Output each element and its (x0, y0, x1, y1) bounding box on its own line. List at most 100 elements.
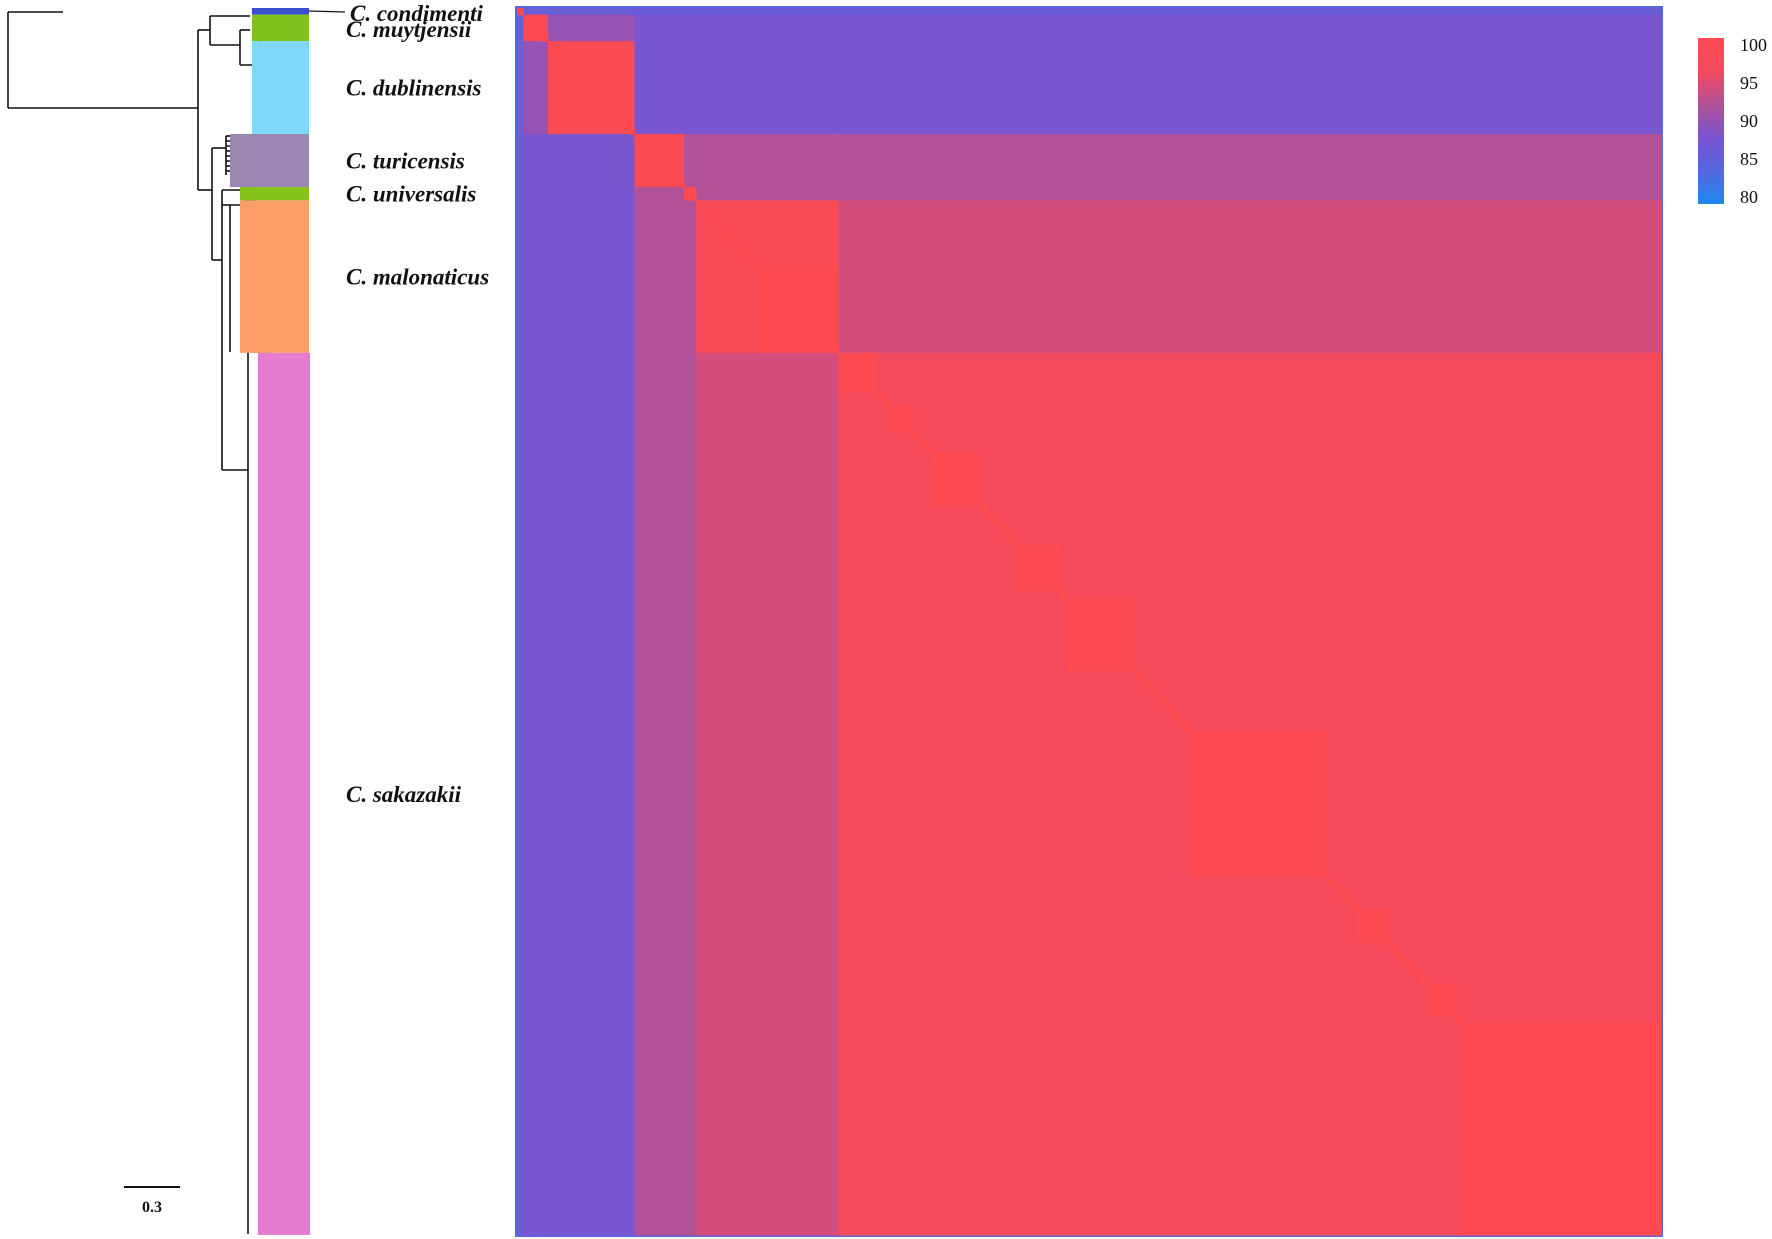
heatmap-subcluster-1 (838, 352, 876, 393)
heatmap-diagonal-cell (1178, 717, 1186, 725)
colorbar-tick-100: 100 (1740, 35, 1767, 55)
heatmap-diagonal-cell (925, 445, 932, 453)
clade-label-2: C. dublinensis (346, 76, 482, 101)
heatmap-subcluster-8 (1426, 982, 1457, 1017)
heatmap-block-6-4 (683, 352, 697, 1236)
heatmap-diagonal-cell (653, 153, 660, 162)
heatmap-diagonal-cell (665, 167, 673, 175)
heatmap-diagonal-cell (585, 80, 592, 89)
heatmap-diagonal-cell (1153, 691, 1161, 699)
heatmap-diagonal-cell (1184, 724, 1192, 732)
heatmap-diagonal-cell (1419, 976, 1427, 984)
clade-strip-4 (240, 187, 309, 201)
heatmap-diagonal-cell (597, 94, 605, 102)
heatmap-diagonal-cell (721, 226, 728, 235)
heatmap-diagonal-cell (677, 180, 685, 188)
heatmap-diagonal-cell (517, 8, 524, 16)
heatmap-block-1-4 (683, 14, 697, 42)
heatmap-block-0-5 (696, 8, 840, 16)
heatmap-diagonal-cell (918, 439, 926, 447)
heatmap-block-5-0 (517, 200, 524, 354)
clade-label-3: C. turicensis (346, 149, 465, 174)
colorbar-gradient (1698, 38, 1724, 204)
heatmap-diagonal-cell (1172, 711, 1180, 719)
heatmap-block-6-5 (696, 352, 840, 1236)
heatmap-diagonal-cell (881, 399, 889, 407)
heatmap-block-5-1 (523, 200, 549, 354)
heatmap-diagonal-cell (1413, 969, 1421, 977)
heatmap-diagonal-cell (696, 200, 704, 208)
heatmap-diagonal-cell (529, 21, 537, 29)
heatmap-diagonal-cell (1147, 684, 1155, 692)
heatmap-block-1-5 (696, 14, 840, 42)
heatmap-block-0-4 (683, 8, 697, 16)
heatmap-diagonal-cell (578, 74, 586, 82)
heatmap-diagonal-cell (999, 525, 1007, 533)
heatmap-diagonal-cell (745, 253, 753, 261)
heatmap-diagonal-cell (1333, 883, 1341, 891)
heatmap-diagonal-cell (566, 61, 574, 69)
clade-strip-5 (240, 200, 309, 353)
clade-label-0: C. condimenti (350, 1, 484, 26)
heatmap-diagonal-cell (554, 47, 561, 56)
heatmap-diagonal-cell (683, 187, 691, 195)
heatmap-diagonal-cell (560, 54, 568, 62)
heatmap-block-5-4 (683, 200, 697, 354)
heatmap-diagonal-cell (751, 260, 759, 268)
heatmap-diagonal-cell (1160, 697, 1167, 706)
clade-strip-0 (252, 8, 309, 15)
heatmap-diagonal-cell (1339, 890, 1347, 898)
heatmap-block-2-4 (683, 41, 697, 135)
heatmap-block-2-1 (523, 41, 549, 135)
heatmap-diagonal-cell (547, 41, 555, 49)
clade-strip-3 (230, 134, 309, 188)
colorbar-legend: 100 95 90 85 80 (1698, 35, 1767, 207)
heatmap-diagonal-cell (591, 87, 598, 95)
heatmap-block-6-1 (523, 352, 549, 1236)
heatmap-block-6-2 (547, 352, 636, 1236)
heatmap-subcluster-3 (931, 452, 981, 506)
heatmap-diagonal-cell (1407, 963, 1415, 971)
clade-label-5: C. malonaticus (346, 265, 489, 290)
heatmap-block-1-6 (838, 14, 1662, 42)
heatmap-block-4-1 (523, 187, 549, 201)
heatmap-block-6-0 (517, 352, 524, 1236)
heatmap-diagonal-cell (615, 114, 623, 122)
heatmap-diagonal-cell (1401, 956, 1409, 964)
clade-label-4: C. universalis (346, 182, 476, 207)
heatmap-diagonal-cell (523, 14, 530, 22)
heatmap-block-3-0 (517, 134, 524, 188)
heatmap-diagonal-cell (1166, 704, 1174, 712)
heatmap-block-2-3 (634, 41, 685, 135)
heatmap-block-5-2 (547, 200, 636, 354)
heatmap-subcluster-0 (758, 266, 839, 353)
heatmap-diagonal-cell (603, 100, 611, 109)
heatmap-diagonal-cell (1388, 943, 1396, 951)
heatmap-block-4-2 (547, 187, 636, 201)
clade-label-6: C. sakazakii (346, 782, 462, 807)
heatmap-diagonal-cell (622, 120, 629, 128)
heatmap-subcluster-5 (1067, 598, 1136, 672)
heatmap-block-4-6 (838, 187, 1662, 201)
colorbar-tick-80: 80 (1740, 187, 1758, 207)
heatmap-subcluster-7 (1357, 910, 1389, 944)
heatmap-block-4-5 (696, 187, 840, 201)
heatmap-diagonal-cell (634, 134, 642, 142)
heatmap-diagonal-cell (993, 518, 1000, 526)
heatmap-diagonal-cell (1011, 538, 1019, 546)
heatmap-diagonal-cell (1351, 903, 1359, 911)
heatmap-diagonal-cell (690, 193, 697, 201)
heatmap-block-3-5 (696, 134, 840, 188)
heatmap-diagonal-cell (535, 27, 543, 36)
heatmap-diagonal-cell (1005, 531, 1013, 540)
heatmap-diagonal-cell (986, 512, 994, 520)
heatmap-block-2-6 (838, 41, 1662, 135)
heatmap-block-1-3 (634, 14, 685, 42)
heatmap-block-3-1 (523, 134, 549, 188)
heatmap-diagonal-cell (572, 67, 580, 75)
heatmap-diagonal-cell (628, 127, 636, 135)
heatmap-block-6-3 (634, 352, 685, 1236)
heatmap-diagonal-cell (640, 140, 648, 148)
heatmap-diagonal-cell (702, 206, 710, 215)
